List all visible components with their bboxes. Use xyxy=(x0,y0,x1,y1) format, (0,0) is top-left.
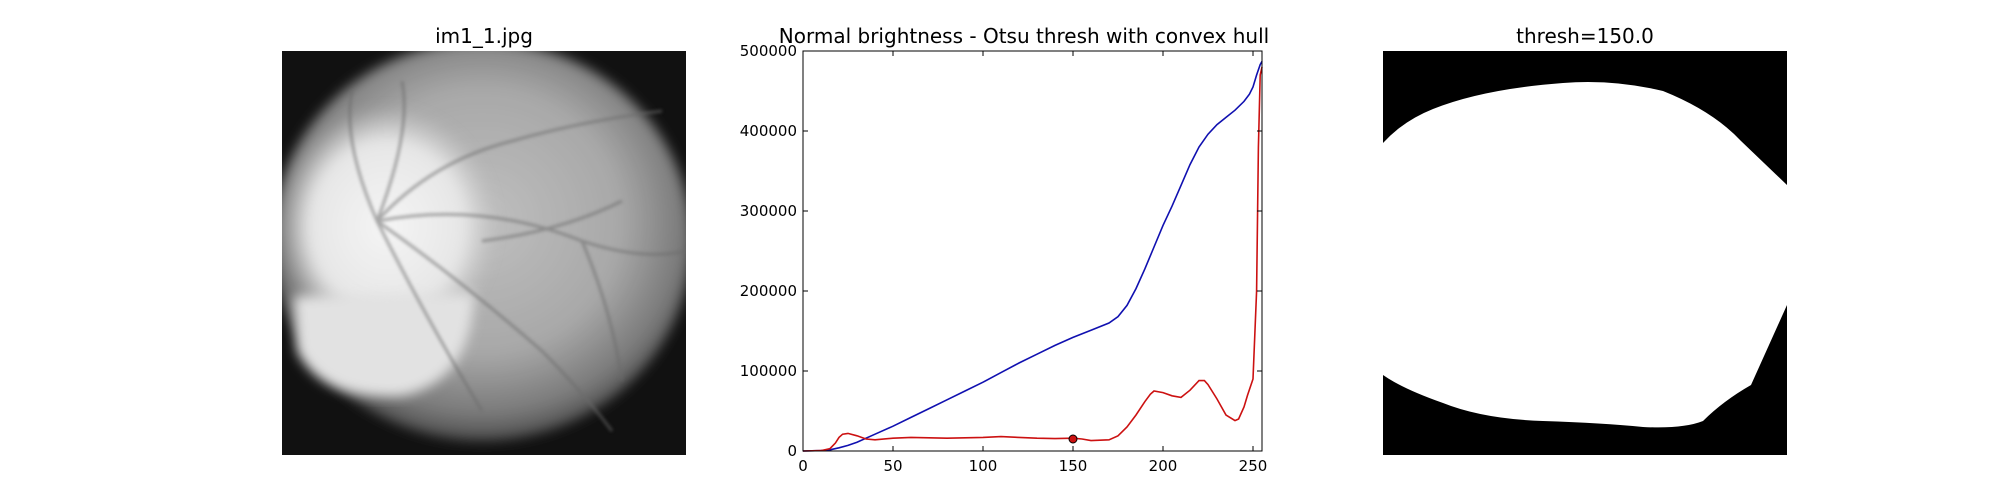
threshold-mask-svg xyxy=(1383,51,1787,455)
threshold-mask-image xyxy=(1383,51,1787,455)
series-line-2 xyxy=(802,66,1263,452)
x-tick-label: 250 xyxy=(1239,457,1268,475)
chart-area: 0 50 100 150 200 250 0 100000 200000 300000 400000… xyxy=(700,40,1300,480)
line-chart: 0 50 100 150 200 250 0 100000 200000 300000 400000… xyxy=(740,42,1268,475)
fundus-image-svg xyxy=(272,41,692,455)
right-panel-title: thresh=150.0 xyxy=(1516,24,1654,48)
y-tick-label: 400000 xyxy=(740,122,797,140)
convex-hull-region xyxy=(1383,82,1787,428)
left-panel-title: im1_1.jpg xyxy=(435,24,533,48)
y-tick-label: 300000 xyxy=(740,202,797,220)
threshold-marker xyxy=(1068,434,1078,444)
x-tick-label: 0 xyxy=(798,457,808,475)
y-tick-label: 500000 xyxy=(740,42,797,60)
x-tick-label: 100 xyxy=(969,457,998,475)
y-tick-label: 0 xyxy=(787,442,797,460)
x-tick-label: 150 xyxy=(1059,457,1088,475)
x-tick-label: 200 xyxy=(1149,457,1178,475)
fundus-image xyxy=(272,41,692,455)
chart-frame xyxy=(802,50,1263,452)
series-line-1 xyxy=(802,61,1263,452)
x-tick-label: 50 xyxy=(883,457,902,475)
chart-title: Normal brightness - Otsu thresh with con… xyxy=(778,24,1270,48)
y-tick-label: 100000 xyxy=(740,362,797,380)
y-tick-label: 200000 xyxy=(740,282,797,300)
